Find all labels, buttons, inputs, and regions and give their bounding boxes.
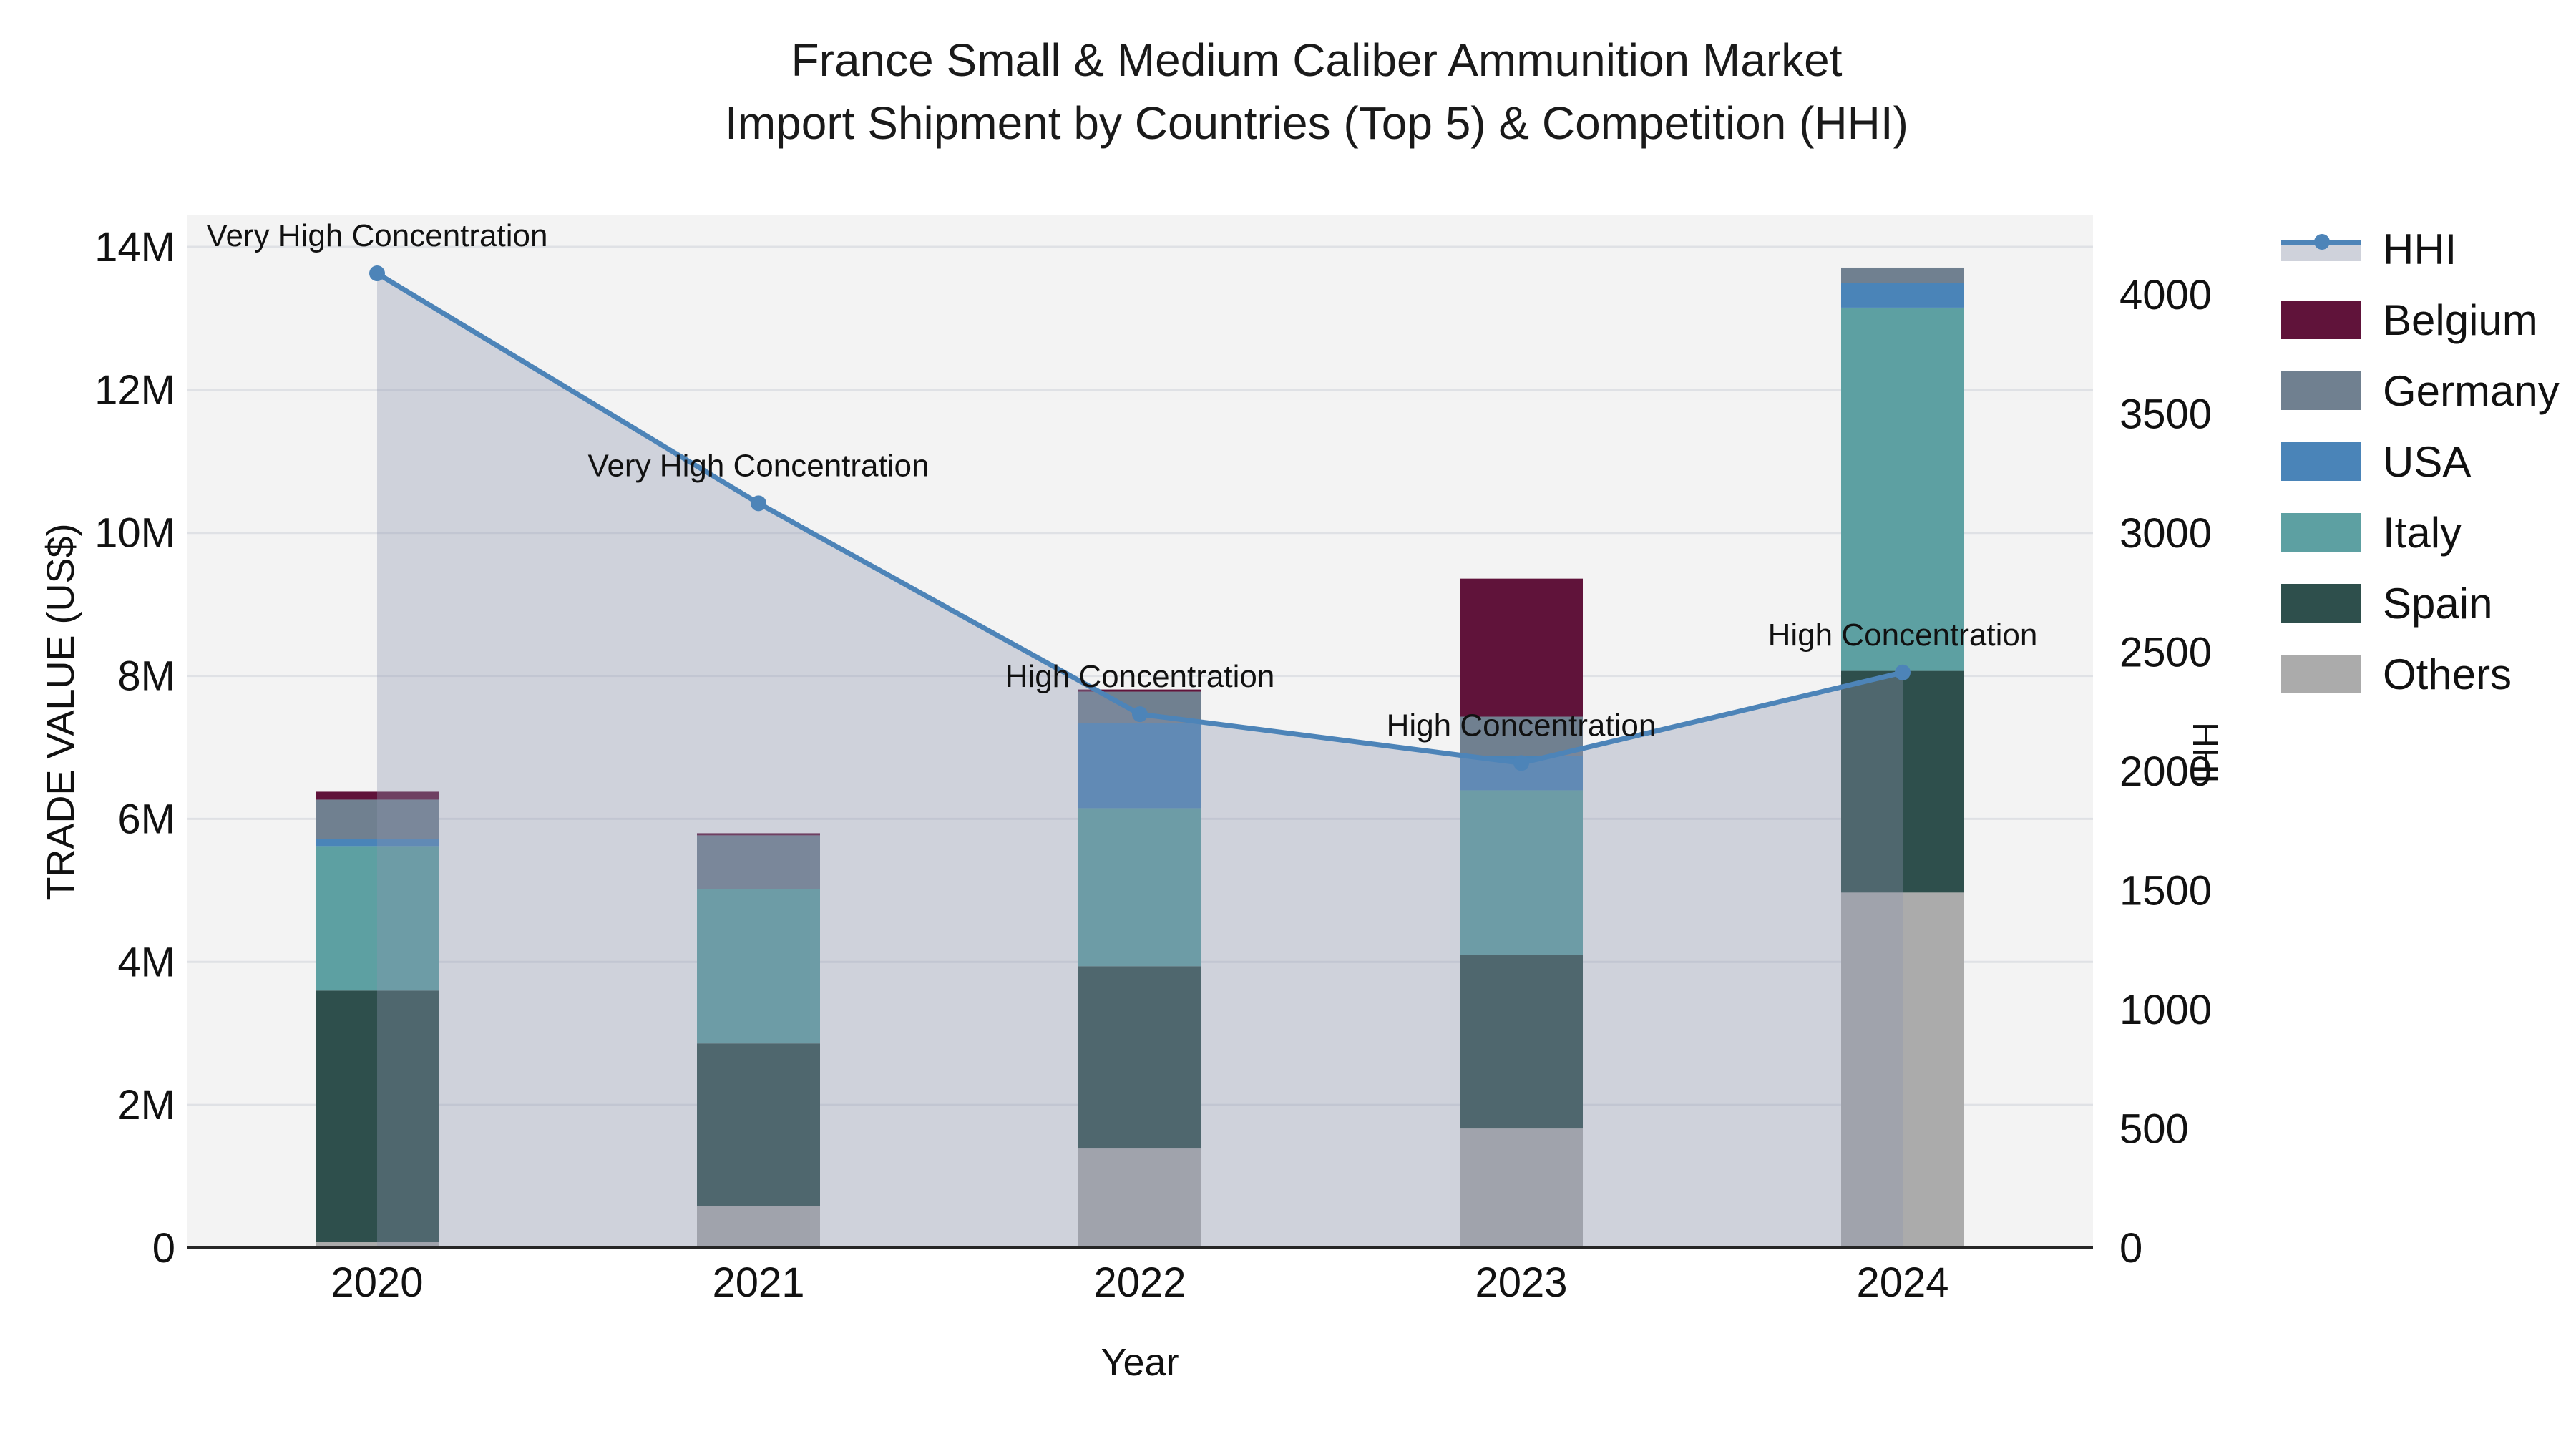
- legend-label-germany: Germany: [2383, 366, 2560, 415]
- bar-segment-spain-2020: [316, 990, 439, 1243]
- y-right-tick-1500: 1500: [2119, 868, 2212, 914]
- legend-label-italy: Italy: [2383, 508, 2462, 557]
- bar-segment-italy-2023: [1460, 790, 1583, 955]
- x-tick-2021: 2021: [712, 1259, 804, 1306]
- y-axis-right-title: HHI: [2185, 721, 2225, 784]
- legend-swatch-italy: [2281, 513, 2361, 552]
- hhi-marker-2020: [369, 265, 385, 282]
- hhi-marker-2021: [751, 495, 766, 512]
- bar-segment-belgium-2021: [697, 833, 820, 836]
- legend-label-usa: USA: [2383, 437, 2472, 486]
- legend-item-spain: Spain: [2281, 579, 2493, 628]
- bar-segment-belgium-2022: [1078, 689, 1201, 692]
- annotation-2024: High Concentration: [1768, 618, 2038, 653]
- x-axis-title: Year: [1101, 1341, 1179, 1384]
- bar-segment-others-2023: [1460, 1128, 1583, 1248]
- annotation-2020: Very High Concentration: [207, 218, 548, 253]
- bar-segment-spain-2021: [697, 1043, 820, 1206]
- legend-item-germany: Germany: [2281, 367, 2560, 415]
- y-right-tick-3500: 3500: [2119, 391, 2212, 438]
- legend-label-belgium: Belgium: [2383, 296, 2538, 344]
- y-left-tick-6M: 6M: [117, 796, 175, 842]
- legend-label-hhi: HHI: [2383, 225, 2457, 273]
- y-right-tick-0: 0: [2119, 1225, 2142, 1272]
- y-left-tick-2M: 2M: [117, 1082, 175, 1128]
- bar-segment-italy-2024: [1841, 307, 1964, 671]
- legend-item-others: Others: [2281, 650, 2512, 698]
- y-left-tick-4M: 4M: [117, 939, 175, 985]
- bar-segment-germany-2020: [316, 799, 439, 839]
- chart-title-line2: Import Shipment by Countries (Top 5) & C…: [725, 97, 1908, 149]
- x-tick-2024: 2024: [1856, 1259, 1948, 1306]
- bar-segment-germany-2024: [1841, 267, 1964, 283]
- hhi-marker-2024: [1895, 664, 1911, 680]
- y-right-tick-500: 500: [2119, 1106, 2189, 1153]
- bar-segment-others-2020: [316, 1242, 439, 1248]
- bar-segment-italy-2020: [316, 846, 439, 991]
- legend-item-belgium: Belgium: [2281, 296, 2538, 344]
- legend-swatch-others: [2281, 655, 2361, 693]
- bar-segment-germany-2021: [697, 835, 820, 889]
- x-tick-2020: 2020: [331, 1259, 423, 1306]
- annotation-2022: High Concentration: [1005, 659, 1275, 694]
- y-right-tick-2500: 2500: [2119, 630, 2212, 676]
- bar-segment-spain-2023: [1460, 955, 1583, 1129]
- hhi-area-fill: [377, 273, 1903, 1248]
- legend-item-usa: USA: [2281, 438, 2471, 486]
- hhi-marker-2022: [1132, 706, 1148, 723]
- bar-segment-others-2022: [1078, 1148, 1201, 1248]
- legend-swatch-usa: [2281, 442, 2361, 481]
- bar-segment-others-2024: [1841, 892, 1964, 1248]
- legend-swatch-germany: [2281, 371, 2361, 410]
- bar-segment-usa-2020: [316, 839, 439, 847]
- y-left-tick-10M: 10M: [94, 510, 175, 557]
- y-right-tick-2000: 2000: [2119, 748, 2212, 795]
- y-left-tick-14M: 14M: [94, 224, 175, 270]
- chart-title: France Small & Medium Caliber Ammunition…: [725, 29, 1908, 155]
- y-axis-left-title: TRADE VALUE (US$): [39, 523, 82, 901]
- legend-hhi-line-swatch: [2281, 230, 2361, 268]
- legend-swatch-spain: [2281, 584, 2361, 623]
- legend-hhi-marker-dot: [2314, 234, 2330, 250]
- bar-segment-italy-2021: [697, 889, 820, 1044]
- x-tick-2023: 2023: [1475, 1259, 1567, 1306]
- legend-label-others: Others: [2383, 650, 2512, 698]
- legend-label-spain: Spain: [2383, 579, 2493, 628]
- bar-segment-belgium-2023: [1460, 578, 1583, 717]
- annotation-2023: High Concentration: [1387, 708, 1657, 743]
- bar-segment-usa-2022: [1078, 723, 1201, 809]
- bar-segment-italy-2022: [1078, 808, 1201, 967]
- bar-segment-belgium-2020: [316, 791, 439, 800]
- bar-segment-spain-2024: [1841, 670, 1964, 893]
- legend-item-italy: Italy: [2281, 508, 2462, 557]
- hhi-marker-2023: [1513, 755, 1529, 771]
- bar-segment-spain-2022: [1078, 966, 1201, 1149]
- x-tick-2022: 2022: [1093, 1259, 1186, 1306]
- y-right-tick-3000: 3000: [2119, 510, 2212, 557]
- annotation-2021: Very High Concentration: [588, 448, 930, 483]
- bar-segment-usa-2024: [1841, 283, 1964, 308]
- y-left-tick-0: 0: [152, 1225, 175, 1272]
- y-right-tick-4000: 4000: [2119, 272, 2212, 318]
- y-left-tick-8M: 8M: [117, 653, 175, 700]
- legend-item-hhi: HHI: [2281, 225, 2457, 273]
- bar-segment-germany-2023: [1460, 716, 1583, 756]
- bar-segment-others-2021: [697, 1206, 820, 1248]
- y-left-tick-12M: 12M: [94, 367, 175, 414]
- chart-title-line1: France Small & Medium Caliber Ammunition…: [791, 34, 1843, 86]
- legend-swatch-belgium: [2281, 301, 2361, 339]
- y-right-tick-1000: 1000: [2119, 987, 2212, 1033]
